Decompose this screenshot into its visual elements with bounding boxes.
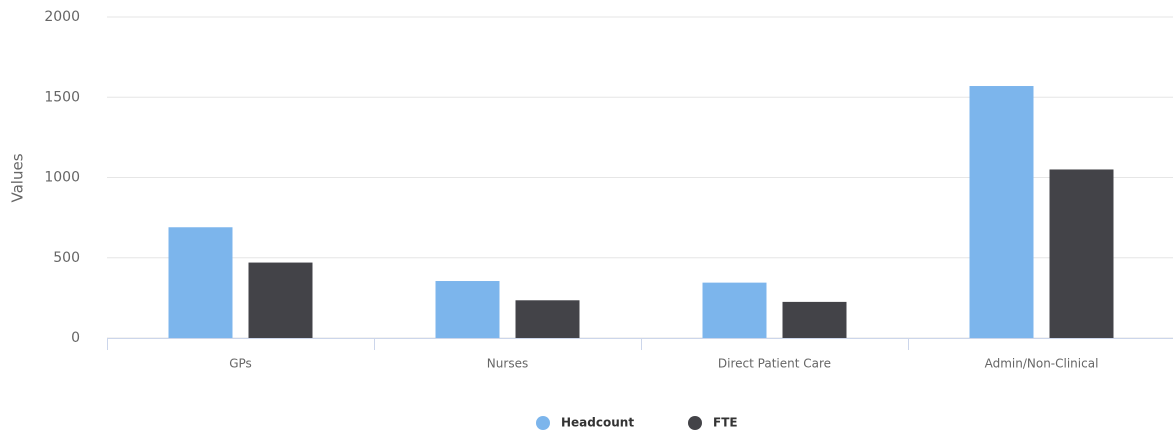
bar [782, 301, 847, 338]
legend-marker [536, 416, 550, 430]
bar [248, 262, 313, 338]
x-tick-label: Admin/Non-Clinical [985, 357, 1099, 371]
legend-marker [688, 416, 702, 430]
y-tick-label: 1500 [44, 89, 80, 105]
legend-label: Headcount [561, 416, 634, 430]
bar [969, 86, 1034, 338]
y-tick-label: 2000 [44, 9, 80, 25]
y-tick-label: 1000 [44, 170, 80, 186]
bar [515, 300, 580, 338]
y-tick-label: 0 [71, 330, 80, 346]
bar [702, 282, 767, 338]
legend-label: FTE [713, 416, 738, 430]
legend: Headcount FTE [536, 416, 738, 430]
x-tick-label: Nurses [487, 357, 528, 371]
bar [1049, 169, 1114, 338]
x-tick-label: GPs [229, 357, 252, 371]
bar [168, 227, 233, 338]
y-tick-label: 500 [53, 250, 80, 266]
y-axis-title: Values [9, 153, 27, 202]
bar [435, 281, 500, 338]
x-tick-label: Direct Patient Care [718, 357, 831, 371]
